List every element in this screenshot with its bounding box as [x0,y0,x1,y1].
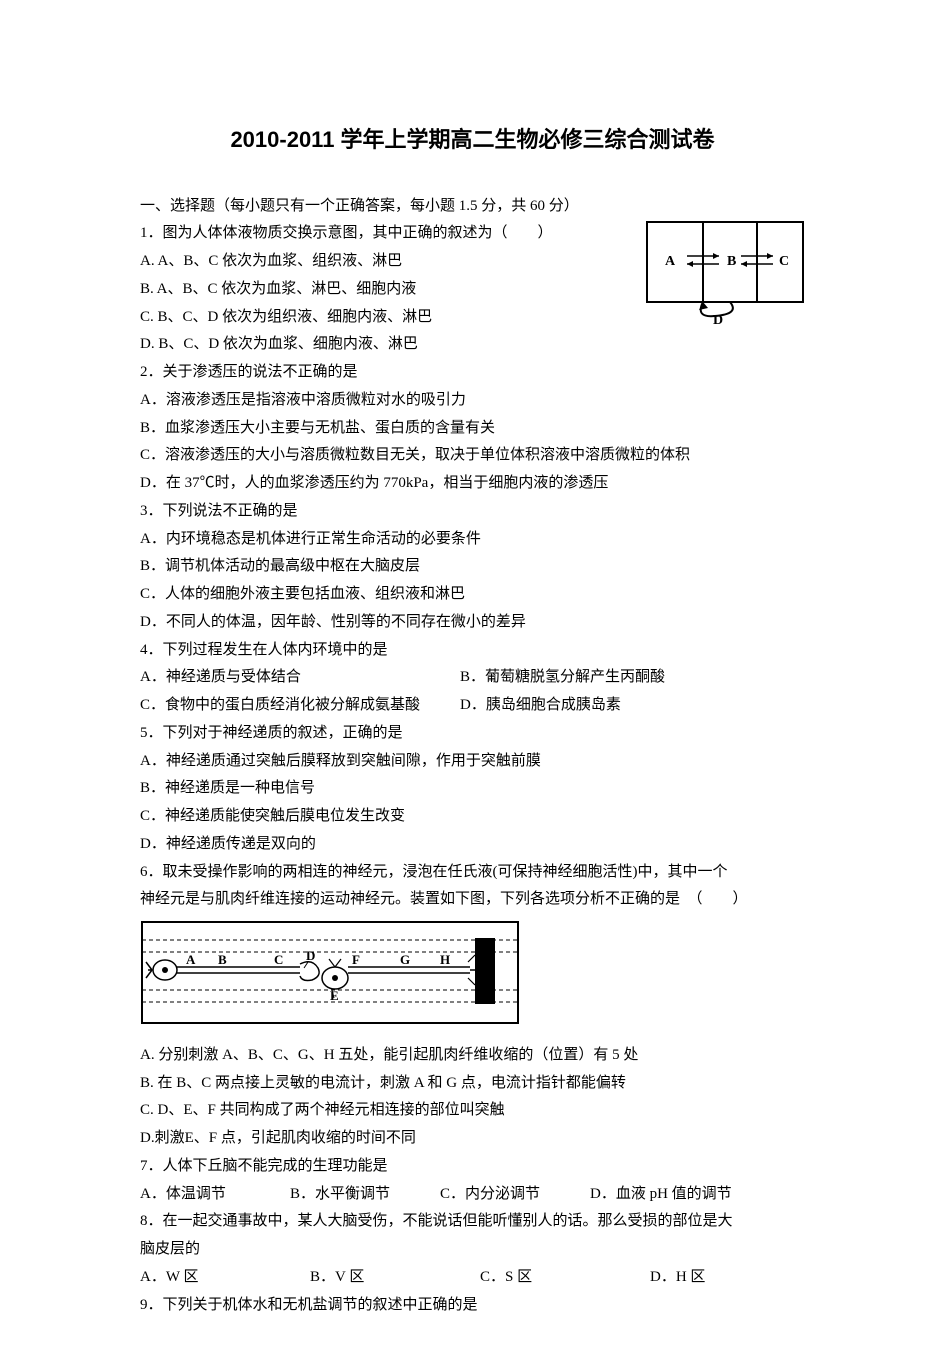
q7-option-b: B．水平衡调节 [290,1181,440,1209]
q5-option-a: A．神经递质通过突触后膜释放到突触间隙，作用于突触前膜 [140,748,805,776]
q2-option-b: B．血浆渗透压大小主要与无机盐、蛋白质的含量有关 [140,415,805,443]
q6-option-c: C. D、E、F 共同构成了两个神经元相连接的部位叫突触 [140,1097,805,1125]
q5-option-d: D．神经递质传递是双向的 [140,831,805,859]
fig2-label-a: A [186,952,196,967]
q4-option-d: D．胰岛细胞合成胰岛素 [460,692,805,720]
q3-stem: 3．下列说法不正确的是 [140,498,805,526]
q4-row-ab: A．神经递质与受体结合 B．葡萄糖脱氢分解产生丙酮酸 [140,664,805,692]
q6-option-b: B. 在 B、C 两点接上灵敏的电流计，刺激 A 和 G 点，电流计指针都能偏转 [140,1070,805,1098]
q4-option-a: A．神经递质与受体结合 [140,664,460,692]
page-title: 2010-2011 学年上学期高二生物必修三综合测试卷 [140,120,805,161]
q7-option-d: D．血液 pH 值的调节 [590,1181,732,1209]
fig1-label-b: B [727,254,736,269]
question-1: 1．图为人体体液物质交换示意图，其中正确的叙述为（ ） A. A、B、C 依次为… [140,220,805,359]
q8-options: A．W 区 B．V 区 C．S 区 D．H 区 [140,1264,805,1292]
q5-option-c: C．神经递质能使突触后膜电位发生改变 [140,803,805,831]
fig2-label-b: B [218,952,227,967]
q5-option-b: B．神经递质是一种电信号 [140,775,805,803]
q5-stem: 5．下列对于神经递质的叙述，正确的是 [140,720,805,748]
q4-option-b: B．葡萄糖脱氢分解产生丙酮酸 [460,664,805,692]
q6-option-a: A. 分别刺激 A、B、C、G、H 五处，能引起肌肉纤维收缩的（位置）有 5 处 [140,1042,805,1070]
q2-stem: 2．关于渗透压的说法不正确的是 [140,359,805,387]
q3-option-d: D．不同人的体温，因年龄、性别等的不同存在微小的差异 [140,609,805,637]
q2-option-a: A．溶液渗透压是指溶液中溶质微粒对水的吸引力 [140,387,805,415]
fig2-label-g: G [400,952,410,967]
q8-option-d: D．H 区 [650,1264,705,1292]
figure-neuron-diagram: A B C D E F G H [140,920,520,1025]
q6-stem-line1: 6．取未受操作影响的两相连的神经元，浸泡在任氏液(可保持神经细胞活性)中，其中一… [140,859,805,887]
fig2-label-d: D [306,948,315,963]
q3-option-b: B．调节机体活动的最高级中枢在大脑皮层 [140,553,805,581]
q7-option-c: C．内分泌调节 [440,1181,590,1209]
q2-option-d: D．在 37℃时，人的血浆渗透压约为 770kPa，相当于细胞内液的渗透压 [140,470,805,498]
q3-option-a: A．内环境稳态是机体进行正常生命活动的必要条件 [140,526,805,554]
q8-stem-line1: 8．在一起交通事故中，某人大脑受伤，不能说话但能听懂别人的话。那么受损的部位是大 [140,1208,805,1236]
fig1-label-a: A [665,254,676,269]
q8-option-c: C．S 区 [480,1264,650,1292]
q7-options: A．体温调节 B．水平衡调节 C．内分泌调节 D．血液 pH 值的调节 [140,1181,805,1209]
section-1-header: 一、选择题（每小题只有一个正确答案，每小题 1.5 分，共 60 分） [140,193,805,221]
q8-stem-line2: 脑皮层的 [140,1236,805,1264]
q6-option-d: D.刺激E、F 点，引起肌肉收缩的时间不同 [140,1125,805,1153]
q3-option-c: C．人体的细胞外液主要包括血液、组织液和淋巴 [140,581,805,609]
q2-option-c: C．溶液渗透压的大小与溶质微粒数目无关，取决于单位体积溶液中溶质微粒的体积 [140,442,805,470]
q4-option-c: C．食物中的蛋白质经消化被分解成氨基酸 [140,692,460,720]
q6-stem-line2: 神经元是与肌肉纤维连接的运动神经元。装置如下图，下列各选项分析不正确的是 （ ） [140,886,805,914]
q8-option-b: B．V 区 [310,1264,480,1292]
figure-body-fluid-diagram: A B C D [645,220,805,325]
q9-stem: 9．下列关于机体水和无机盐调节的叙述中正确的是 [140,1292,805,1320]
q7-option-a: A．体温调节 [140,1181,290,1209]
q7-stem: 7．人体下丘脑不能完成的生理功能是 [140,1153,805,1181]
fig1-label-c: C [779,254,789,269]
q4-stem: 4．下列过程发生在人体内环境中的是 [140,637,805,665]
q4-row-cd: C．食物中的蛋白质经消化被分解成氨基酸 D．胰岛细胞合成胰岛素 [140,692,805,720]
fig2-label-f: F [352,952,360,967]
q8-option-a: A．W 区 [140,1264,310,1292]
fig1-label-d: D [713,313,723,325]
fig2-label-c: C [274,952,283,967]
fig2-label-e: E [330,988,339,1003]
q1-option-d: D. B、C、D 依次为血浆、细胞内液、淋巴 [140,331,805,359]
fig2-label-h: H [440,952,450,967]
